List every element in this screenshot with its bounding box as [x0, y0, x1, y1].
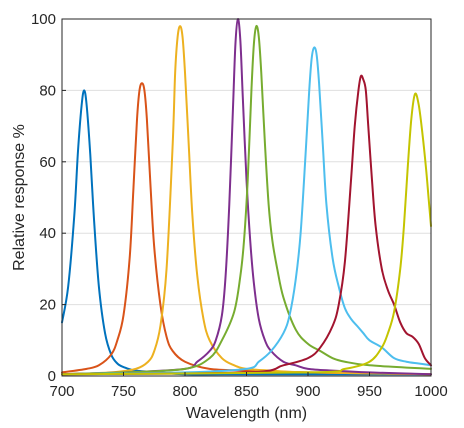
series-line-765nm [61, 82, 432, 376]
series-group [61, 17, 432, 376]
x-tick-label: 700 [49, 383, 74, 400]
y-tick-label: 0 [48, 368, 56, 385]
x-tick-label: 800 [172, 383, 197, 400]
y-tick-label: 80 [39, 82, 56, 99]
series-line-843nm [61, 17, 432, 376]
x-tick-label: 950 [357, 383, 382, 400]
x-tick-label: 1000 [414, 383, 447, 400]
x-tick-label: 850 [234, 383, 259, 400]
x-tick-label: 900 [295, 383, 320, 400]
series-line-987nm [61, 92, 432, 376]
series-line-905nm [61, 46, 432, 376]
x-axis-title: Wavelength (nm) [186, 405, 307, 422]
y-tick-label: 20 [39, 297, 56, 314]
y-axis-title: Relative response % [11, 124, 28, 271]
y-tick-label: 100 [31, 11, 56, 28]
x-tick-label: 750 [111, 383, 136, 400]
series-line-796nm [61, 25, 432, 376]
y-tick-label: 60 [39, 154, 56, 171]
series-line-718nm [61, 89, 432, 376]
series-line-858nm [61, 24, 432, 376]
y-tick-label: 40 [39, 225, 56, 242]
ticks: 0 20 40 60 80 100 700 750 800 850 900 950 1000 [31, 11, 448, 400]
series-line-945nm [61, 74, 432, 376]
